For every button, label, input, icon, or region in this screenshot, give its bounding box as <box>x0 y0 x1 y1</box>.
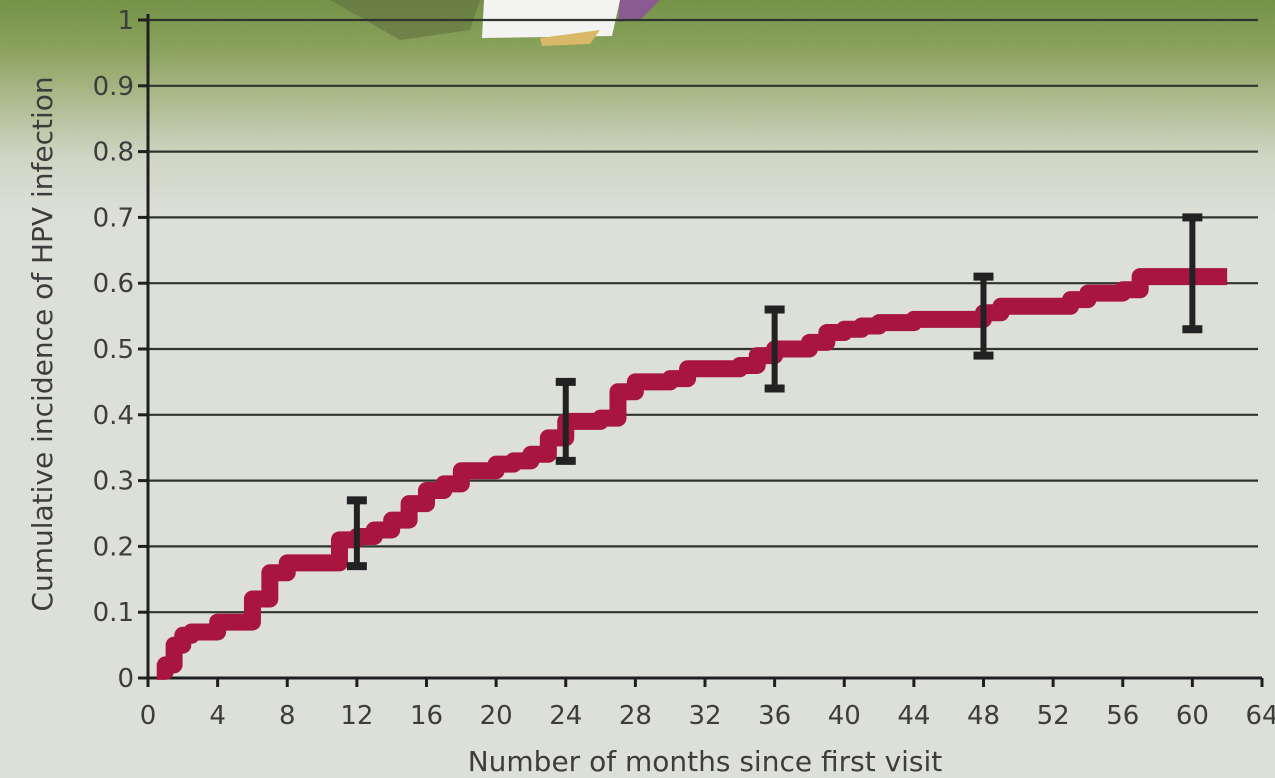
error-bar-3 <box>973 272 994 360</box>
x-tick-label-8: 32 <box>688 701 721 731</box>
y-tick-labels: 0 0.1 0.2 0.3 0.4 0.5 0.6 0.7 0.8 0.9 1 <box>93 6 134 694</box>
error-bar-cap-top <box>346 496 367 505</box>
y-tick-label-5: 0.5 <box>93 335 134 365</box>
axes <box>138 14 1264 687</box>
error-bar-cap-bottom <box>555 456 576 465</box>
x-tick-label-3: 12 <box>340 701 373 731</box>
y-tick-label-7: 0.7 <box>93 203 134 233</box>
error-bar-cap-top <box>973 272 994 281</box>
y-tick-label-4: 0.4 <box>93 401 134 431</box>
error-bar-cap-bottom <box>346 562 367 571</box>
x-tick-label-14: 56 <box>1106 701 1139 731</box>
error-bar-cap-top <box>764 305 785 314</box>
error-bar-1 <box>555 377 576 465</box>
x-tick-label-1: 4 <box>209 701 226 731</box>
x-tick-label-10: 40 <box>828 701 861 731</box>
x-tick-labels: 0 4 8 12 16 20 24 28 32 36 40 44 48 52 56 60 64 <box>140 701 1275 731</box>
x-tick-label-0: 0 <box>140 701 157 731</box>
error-bar-cap-bottom <box>1182 325 1203 334</box>
x-tick-label-9: 36 <box>758 701 791 731</box>
y-tick-label-0: 0 <box>117 664 134 694</box>
error-bar-cap-top <box>1182 213 1203 222</box>
x-tick-label-15: 60 <box>1176 701 1209 731</box>
x-tick-label-6: 24 <box>549 701 582 731</box>
x-tick-label-2: 8 <box>279 701 296 731</box>
y-tick-label-2: 0.2 <box>93 532 134 562</box>
x-tick-label-7: 28 <box>619 701 652 731</box>
x-tick-label-12: 48 <box>967 701 1000 731</box>
x-tick-label-16: 64 <box>1245 701 1275 731</box>
y-tick-label-6: 0.6 <box>93 269 134 299</box>
x-tick-label-5: 20 <box>480 701 513 731</box>
error-bars <box>346 213 1203 571</box>
x-tick-label-4: 16 <box>410 701 443 731</box>
x-tick-label-11: 44 <box>897 701 930 731</box>
error-bar-2 <box>764 305 785 393</box>
x-axis-title: Number of months since first visit <box>468 745 943 778</box>
y-tick-label-8: 0.8 <box>93 138 134 168</box>
y-tick-label-10: 1 <box>117 6 134 36</box>
y-tick-label-1: 0.1 <box>93 598 134 628</box>
error-bar-cap-bottom <box>764 384 785 393</box>
y-tick-label-3: 0.3 <box>93 467 134 497</box>
error-bar-cap-top <box>555 377 576 386</box>
error-bar-4 <box>1182 213 1203 334</box>
x-tick-label-13: 52 <box>1037 701 1070 731</box>
y-tick-label-9: 0.9 <box>93 72 134 102</box>
y-axis-title: Cumulative incidence of HPV infection <box>26 76 59 611</box>
error-bar-cap-bottom <box>973 351 994 360</box>
error-bar-0 <box>346 496 367 571</box>
